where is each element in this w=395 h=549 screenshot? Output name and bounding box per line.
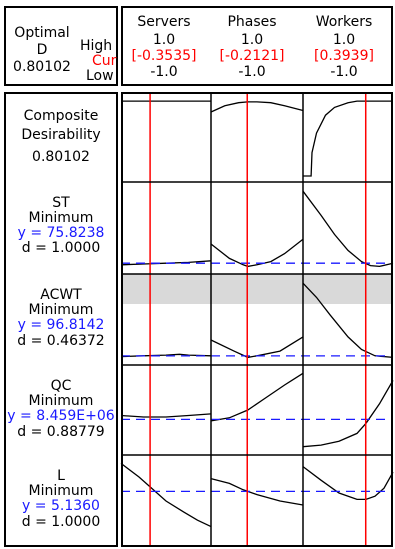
response-label-st-goal: Minimum: [28, 210, 94, 226]
response-curve-2-phases: [210, 336, 304, 359]
response-label-st-name: ST: [52, 195, 70, 211]
response-label-st-y: y = 75.8238: [17, 225, 105, 241]
factor-high-phases: 1.0: [240, 32, 264, 48]
factor-name-servers: Servers: [137, 14, 191, 30]
response-label-st-d: d = 1.0000: [21, 240, 101, 256]
response-label-l-y: y = 5.1360: [22, 498, 100, 514]
response-curve-4-servers: [120, 462, 212, 528]
response-label-qc-name: QC: [50, 378, 72, 394]
response-label-qc-y: y = 8.459E+06: [7, 408, 115, 424]
response-label-qc-d: d = 0.88779: [17, 424, 105, 440]
factor-low-servers: -1.0: [150, 64, 178, 80]
response-label-acwt-name: ACWT: [40, 287, 82, 303]
high-label: High: [80, 38, 113, 54]
response-label-composite-line2: Desirability: [21, 127, 101, 143]
response-curve-1-workers: [302, 190, 394, 268]
response-label-acwt-goal: Minimum: [28, 302, 94, 318]
d-label: D: [36, 42, 48, 58]
response-label-l-d: d = 1.0000: [21, 514, 101, 530]
factor-name-workers: Workers: [315, 14, 373, 30]
factor-name-phases: Phases: [227, 14, 277, 30]
response-label-l-goal: Minimum: [28, 483, 94, 499]
optimal-summary-box: Optimal D 0.80102 High Cur Low: [4, 6, 118, 86]
response-curve-3-servers: [120, 413, 212, 418]
d-value: 0.80102: [13, 59, 71, 75]
response-curve-2-workers: [302, 282, 394, 359]
response-label-qc-goal: Minimum: [28, 393, 94, 409]
plot-grid-border: [121, 92, 393, 547]
response-curve-0-workers: [303, 100, 393, 177]
factor-settings-box: Servers 1.0 [-0.3535] -1.0 Phases 1.0 [-…: [121, 6, 393, 86]
response-curve-1-phases: [210, 238, 304, 268]
factor-low-phases: -1.0: [238, 64, 266, 80]
factor-cur-workers: [0.3939]: [314, 48, 374, 64]
optimal-label: Optimal: [14, 25, 70, 41]
response-curve-4-workers: [302, 466, 394, 501]
factor-cur-phases: [-0.2121]: [219, 48, 285, 64]
response-label-column: Composite Desirability 0.80102 ST Minimu…: [4, 92, 118, 547]
factor-high-servers: 1.0: [152, 32, 176, 48]
response-curve-3-phases: [210, 372, 304, 422]
response-curve-3-workers: [302, 380, 394, 448]
response-row-shade-2: [121, 274, 393, 304]
factor-low-workers: -1.0: [330, 64, 358, 80]
response-label-l-name: L: [57, 468, 65, 484]
factor-cur-servers: [-0.3535]: [131, 48, 197, 64]
response-label-acwt-y: y = 96.8142: [17, 317, 105, 333]
response-curve-0-phases: [210, 101, 304, 113]
response-curve-4-phases: [210, 477, 304, 506]
response-label-composite-value: 0.80102: [32, 149, 90, 165]
response-label-composite-line1: Composite: [23, 108, 99, 124]
response-label-acwt-d: d = 0.46372: [17, 333, 105, 349]
low-label: Low: [86, 68, 114, 84]
cur-label: Cur: [92, 53, 117, 69]
factor-high-workers: 1.0: [332, 32, 356, 48]
